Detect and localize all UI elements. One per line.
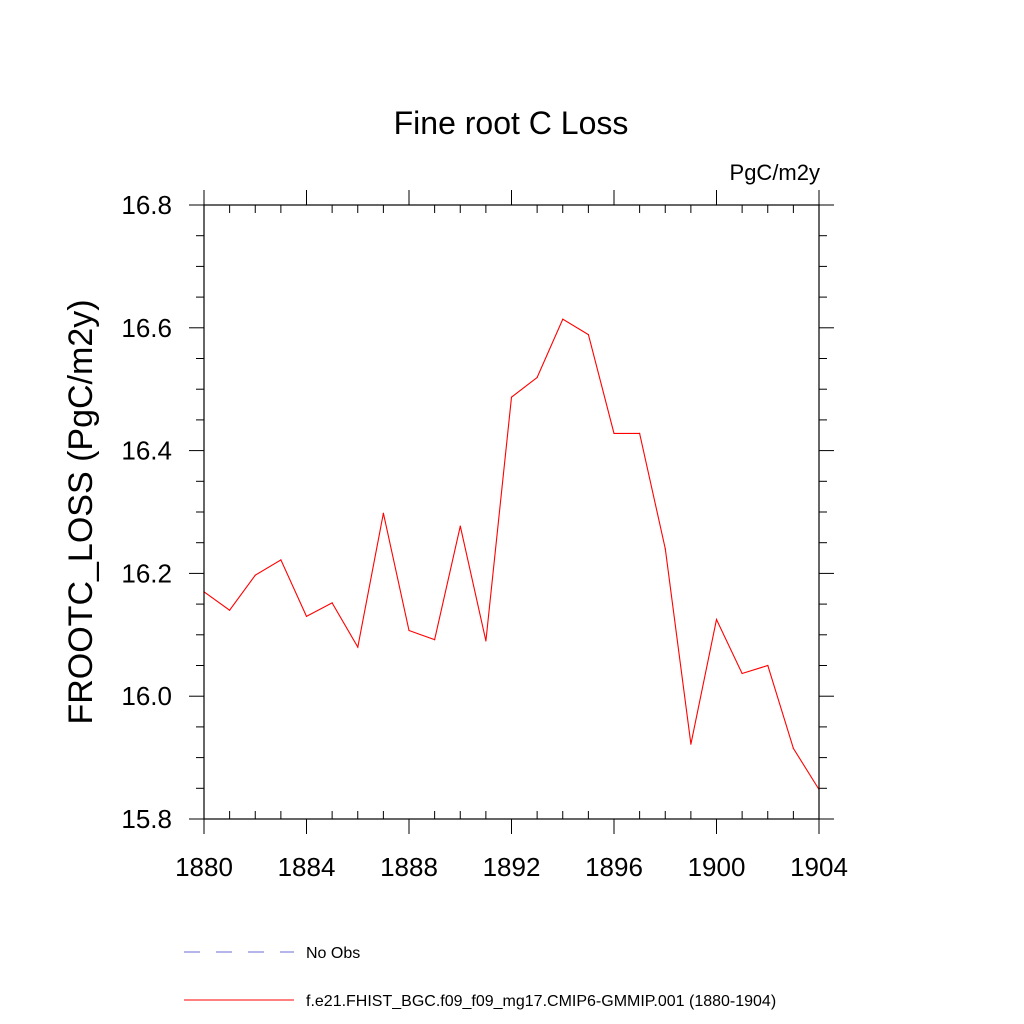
data-point: [434, 639, 436, 641]
data-point: [254, 574, 256, 576]
y-tick-label: 15.8: [121, 804, 172, 834]
chart-title: Fine root C Loss: [394, 105, 629, 141]
data-point: [690, 743, 692, 745]
data-point: [639, 432, 641, 435]
y-tick-label: 16.0: [121, 681, 172, 711]
x-tick-label: 1884: [278, 852, 336, 882]
data-point: [357, 646, 359, 648]
data-point: [664, 548, 666, 550]
data-point: [613, 432, 615, 435]
data-point: [587, 333, 589, 336]
tick-labels: 1880 1884 1888 1892 1896 1900 1904 15.8 16.0 16.2…: [121, 190, 848, 882]
data-point: [510, 396, 513, 398]
series-line: [203, 318, 820, 790]
data-point: [741, 672, 743, 675]
data-point: [715, 618, 718, 621]
data-point: [767, 664, 769, 667]
x-tick-label: 1896: [585, 852, 643, 882]
data-point: [229, 609, 231, 611]
data-point: [562, 318, 564, 320]
legend: No Obs f.e21.FHIST_BGC.f09_f09_mg17.CMIP6…: [184, 945, 776, 1010]
x-tick-label: 1892: [483, 852, 541, 882]
data-point: [280, 559, 282, 561]
units-label: PgC/m2y: [730, 160, 820, 185]
plot-frame: [203, 204, 820, 820]
x-tick-label: 1880: [175, 852, 233, 882]
data-point: [305, 615, 308, 617]
legend-label: f.e21.FHIST_BGC.f09_f09_mg17.CMIP6-GMMIP…: [306, 993, 776, 1010]
data-point: [382, 512, 384, 514]
data-point: [792, 747, 794, 749]
data-point: [536, 376, 538, 379]
y-tick-label: 16.2: [121, 558, 172, 588]
y-tick-label: 16.4: [121, 436, 172, 466]
data-point: [408, 629, 410, 632]
axis-ticks: [189, 190, 834, 834]
plot-area: [203, 318, 820, 791]
data-point: [459, 525, 461, 527]
y-axis-title: FROOTC_LOSS (PgC/m2y): [62, 299, 100, 724]
y-tick-label: 16.6: [121, 313, 172, 343]
legend-label: No Obs: [306, 945, 360, 962]
x-tick-label: 1904: [790, 852, 848, 882]
data-point: [331, 602, 333, 604]
y-tick-label: 16.8: [121, 190, 172, 220]
x-tick-label: 1888: [380, 852, 438, 882]
data-point: [485, 640, 487, 642]
x-tick-label: 1900: [688, 852, 746, 882]
